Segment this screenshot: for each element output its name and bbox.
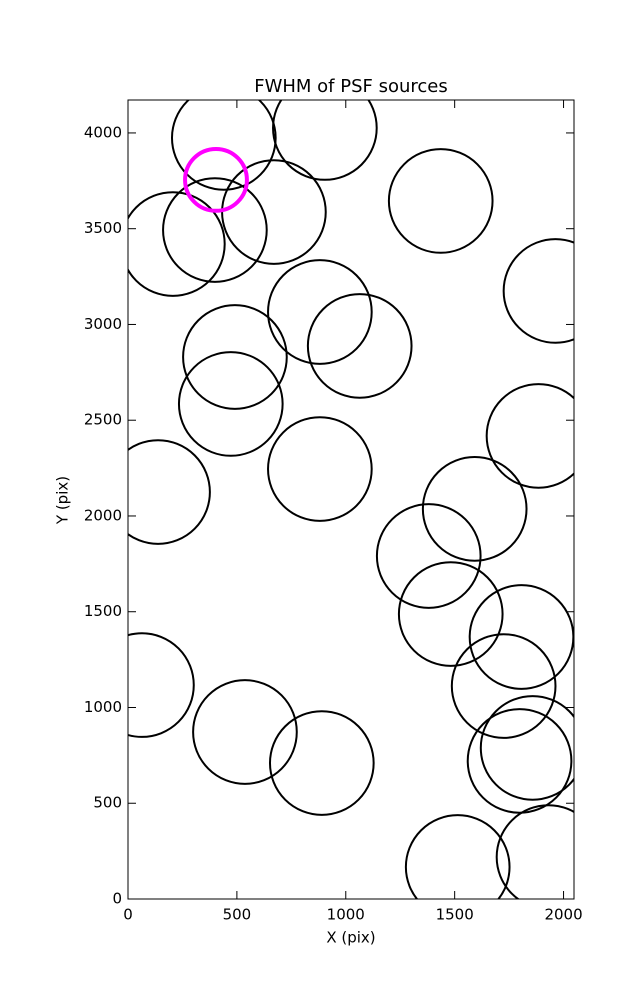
psf-circle [128,632,195,738]
y-tick-label: 2500 [84,411,122,429]
psf-circle [404,814,511,899]
psf-circle [182,304,288,410]
x-axis-label: X (pix) [326,929,375,947]
psf-circle [162,177,268,283]
psf-circle [375,503,482,609]
y-tick-label: 3000 [84,315,122,333]
psf-circle [421,456,528,562]
psf-circle [397,561,504,667]
psf-circle [306,293,413,399]
psf-circle [387,148,494,254]
x-tick-label: 2000 [544,906,582,924]
psf-circle [468,584,574,690]
chart-title: FWHM of PSF sources [254,76,448,97]
psf-circle [466,708,573,814]
y-tick-label: 500 [93,794,122,812]
psf-circle [272,100,378,181]
psf-circle [267,259,373,365]
psf-circle [128,191,226,297]
x-tick-label: 1000 [327,906,365,924]
psf-circle [495,804,574,899]
y-tick-label: 0 [112,890,122,908]
y-tick-label: 2000 [84,506,122,524]
x-tick-label: 1500 [436,906,474,924]
psf-circle [268,710,375,816]
psf-circle [502,238,574,344]
psf-circle [485,383,574,489]
y-tick-label: 1000 [84,698,122,716]
psf-circle [450,633,557,739]
psf-circle [479,695,574,801]
psf-circle [171,100,277,191]
y-tick-label: 3500 [84,219,122,237]
plot-area [128,100,574,899]
x-tick-label: 500 [223,906,252,924]
x-tick-label: 0 [123,906,133,924]
psf-circle [192,679,298,785]
psf-circle [128,439,211,545]
axes-frame [127,99,575,900]
y-tick-label: 1500 [84,602,122,620]
y-tick-label: 4000 [84,123,122,141]
psf-circle [177,351,284,457]
psf-circle [267,416,373,522]
psf-circle [183,146,249,213]
y-axis-label: Y (pix) [54,476,72,525]
